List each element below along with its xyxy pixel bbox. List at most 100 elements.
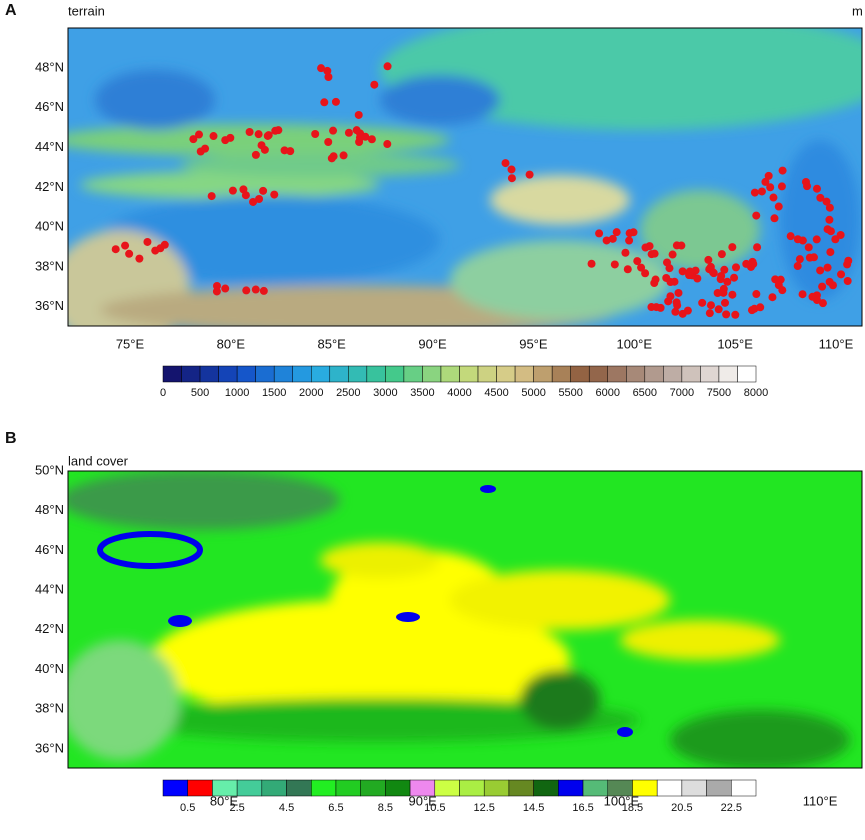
colorbar-label: 20.5 [671,802,692,814]
colorbar-bin [626,365,646,383]
station [621,248,630,257]
station [713,288,722,297]
colorbar-label: 6.5 [328,802,343,814]
lat-label: 38°N [35,701,64,716]
lat-label: 48°N [35,502,64,517]
unit-label: m [852,3,863,18]
station [121,241,130,250]
station [339,151,348,160]
station [730,273,739,282]
station [242,286,251,295]
station [768,293,777,302]
station [671,307,680,316]
colorbar: 0 500 1000 1500 2000 2500 3000 3500 4000 4500 5000… [160,365,768,399]
colorbar-bin [700,365,720,383]
colorbar-label: 3000 [373,387,397,399]
station [769,193,778,202]
colorbar-bin [311,779,337,797]
lon-label: 90°E [418,336,447,351]
colorbar-bin [261,779,287,797]
station [742,259,751,268]
colorbar-bin [255,365,275,383]
colorbar-bin [483,779,510,797]
station [662,273,671,282]
colorbar-bin [533,779,559,797]
station [143,237,152,246]
colorbar-label: 0.5 [180,802,195,814]
colorbar-bin [706,779,732,797]
lat-label: 44°N [35,139,64,154]
colorbar-bin [558,779,584,797]
panel-label: A [5,2,17,19]
colorbar-bin [607,365,627,383]
station [826,248,835,257]
station [650,249,659,258]
lon-label: 100°E [604,793,640,808]
station [274,126,283,135]
colorbar-label: 2.5 [229,802,244,814]
lat-label: 46°N [35,542,64,557]
colorbar-bin [236,365,256,383]
station [212,287,221,296]
station [717,271,726,280]
colorbar-label: 4.5 [279,802,294,814]
station [804,243,813,252]
lon-label: 90°E [409,793,438,808]
station [770,214,779,223]
station [816,266,825,275]
station [761,177,770,186]
colorbar-label: 8000 [744,387,768,399]
colorbar-label: 7000 [670,387,694,399]
colorbar-bin [236,779,263,797]
station [241,191,250,200]
station [803,182,812,191]
colorbar-label: 14.5 [523,802,544,814]
station [812,184,821,193]
station [786,232,795,241]
station [816,193,825,202]
colorbar-label: 2500 [336,387,360,399]
lat-label: 36°N [35,298,64,313]
station [731,310,740,319]
colorbar-bin [181,365,201,383]
lat-label: 48°N [35,59,64,74]
station [625,229,634,238]
station [752,290,761,299]
colorbar-label: 10.5 [424,802,445,814]
station [812,296,821,305]
station [668,250,677,259]
station [771,275,780,284]
station [355,133,364,142]
colorbar-bin [187,779,213,797]
station [793,262,802,271]
colorbar-bin [286,779,312,797]
colorbar-bin [588,365,608,383]
station [677,241,686,250]
station [678,267,687,276]
station [160,240,169,249]
station [352,126,361,135]
colorbar-label: 5500 [558,387,582,399]
lon-label: 85°E [318,336,347,351]
map-frame [67,27,863,327]
colorbar-bin [570,365,590,383]
station [822,197,831,206]
station [656,303,665,312]
colorbar-bin [329,365,349,383]
station [777,182,786,191]
station [383,62,392,71]
station [728,243,737,252]
colorbar-bin [292,365,312,383]
station [823,263,832,272]
station [683,306,692,315]
lon-label: 80°E [210,793,239,808]
colorbar-label: 6000 [596,387,620,399]
station [670,277,679,286]
lon-label: 75°E [116,336,145,351]
station [125,249,134,258]
station [778,286,787,295]
colorbar-label: 7500 [707,387,731,399]
colorbar-label: 12.5 [473,802,494,814]
station [719,284,728,293]
